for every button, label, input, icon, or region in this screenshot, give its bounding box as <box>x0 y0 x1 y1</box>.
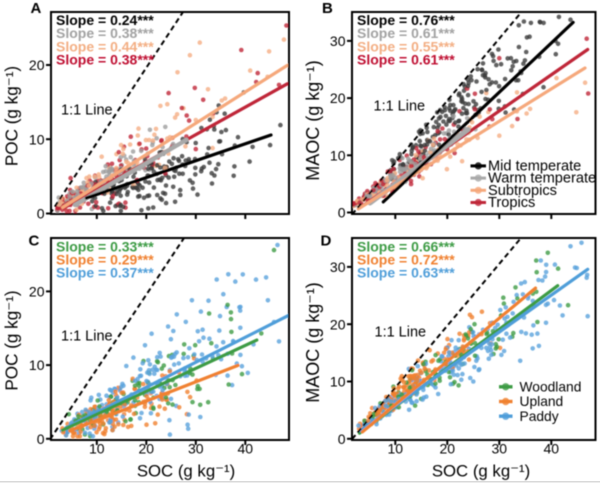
svg-text:0: 0 <box>338 431 346 447</box>
svg-text:Slope = 0.24***: Slope = 0.24*** <box>56 12 154 28</box>
svg-text:30: 30 <box>330 259 346 275</box>
svg-text:Slope = 0.38***: Slope = 0.38*** <box>56 52 154 68</box>
svg-text:Slope = 0.61***: Slope = 0.61*** <box>357 25 455 41</box>
svg-text:30: 30 <box>492 441 508 457</box>
svg-text:20: 20 <box>440 441 456 457</box>
svg-text:D: D <box>321 232 332 249</box>
svg-text:10: 10 <box>330 374 346 390</box>
svg-text:20: 20 <box>29 284 45 300</box>
svg-text:40: 40 <box>544 441 560 457</box>
svg-text:POC (g kg⁻¹): POC (g kg⁻¹) <box>2 290 21 390</box>
svg-text:Slope = 0.61***: Slope = 0.61*** <box>357 52 455 68</box>
svg-text:A: A <box>31 0 42 17</box>
svg-text:Slope = 0.63***: Slope = 0.63*** <box>357 265 455 281</box>
svg-text:1:1 Line: 1:1 Line <box>61 329 113 345</box>
svg-text:40: 40 <box>238 441 254 457</box>
svg-text:Slope = 0.55***: Slope = 0.55*** <box>357 38 455 54</box>
svg-text:MAOC (g kg⁻¹): MAOC (g kg⁻¹) <box>303 60 323 181</box>
svg-text:C: C <box>29 232 40 249</box>
svg-text:0: 0 <box>37 206 45 222</box>
svg-text:10: 10 <box>89 441 105 457</box>
svg-text:MAOC (g kg⁻¹): MAOC (g kg⁻¹) <box>303 282 323 403</box>
svg-text:30: 30 <box>330 33 346 49</box>
svg-text:Slope = 0.37***: Slope = 0.37*** <box>56 265 154 281</box>
svg-text:1:1 Line: 1:1 Line <box>61 103 113 119</box>
svg-text:Upland: Upland <box>520 394 564 409</box>
svg-text:Mid temperate: Mid temperate <box>488 159 581 175</box>
svg-text:20: 20 <box>29 57 45 73</box>
svg-text:Slope = 0.33***: Slope = 0.33*** <box>56 238 154 254</box>
svg-text:30: 30 <box>188 441 204 457</box>
svg-text:Slope = 0.44***: Slope = 0.44*** <box>56 38 154 54</box>
svg-text:20: 20 <box>139 441 155 457</box>
svg-text:1:1 Line: 1:1 Line <box>374 99 426 115</box>
svg-text:Slope = 0.66***: Slope = 0.66*** <box>357 238 455 254</box>
svg-text:Subtropics: Subtropics <box>488 183 557 199</box>
svg-text:Slope = 0.29***: Slope = 0.29*** <box>56 251 154 267</box>
svg-text:0: 0 <box>37 431 45 447</box>
svg-text:10: 10 <box>388 441 404 457</box>
svg-text:Slope = 0.76***: Slope = 0.76*** <box>357 12 455 28</box>
svg-text:SOC (g kg⁻¹): SOC (g kg⁻¹) <box>137 462 235 481</box>
svg-text:Slope = 0.38***: Slope = 0.38*** <box>56 25 154 41</box>
svg-text:20: 20 <box>330 316 346 332</box>
svg-text:10: 10 <box>29 357 45 373</box>
svg-text:0: 0 <box>338 205 346 221</box>
svg-text:10: 10 <box>29 131 45 147</box>
svg-text:20: 20 <box>330 90 346 106</box>
svg-text:1:1 Line: 1:1 Line <box>375 325 427 341</box>
svg-text:Slope = 0.72***: Slope = 0.72*** <box>357 251 455 267</box>
svg-text:10: 10 <box>330 147 346 163</box>
svg-text:B: B <box>322 0 333 17</box>
svg-text:Tropics: Tropics <box>488 195 535 211</box>
svg-text:POC (g kg⁻¹): POC (g kg⁻¹) <box>2 66 21 166</box>
svg-text:Woodland: Woodland <box>520 379 582 394</box>
svg-text:SOC (g kg⁻¹): SOC (g kg⁻¹) <box>432 462 530 481</box>
svg-text:Warm temperate: Warm temperate <box>488 171 596 187</box>
svg-text:Paddy: Paddy <box>520 409 559 424</box>
